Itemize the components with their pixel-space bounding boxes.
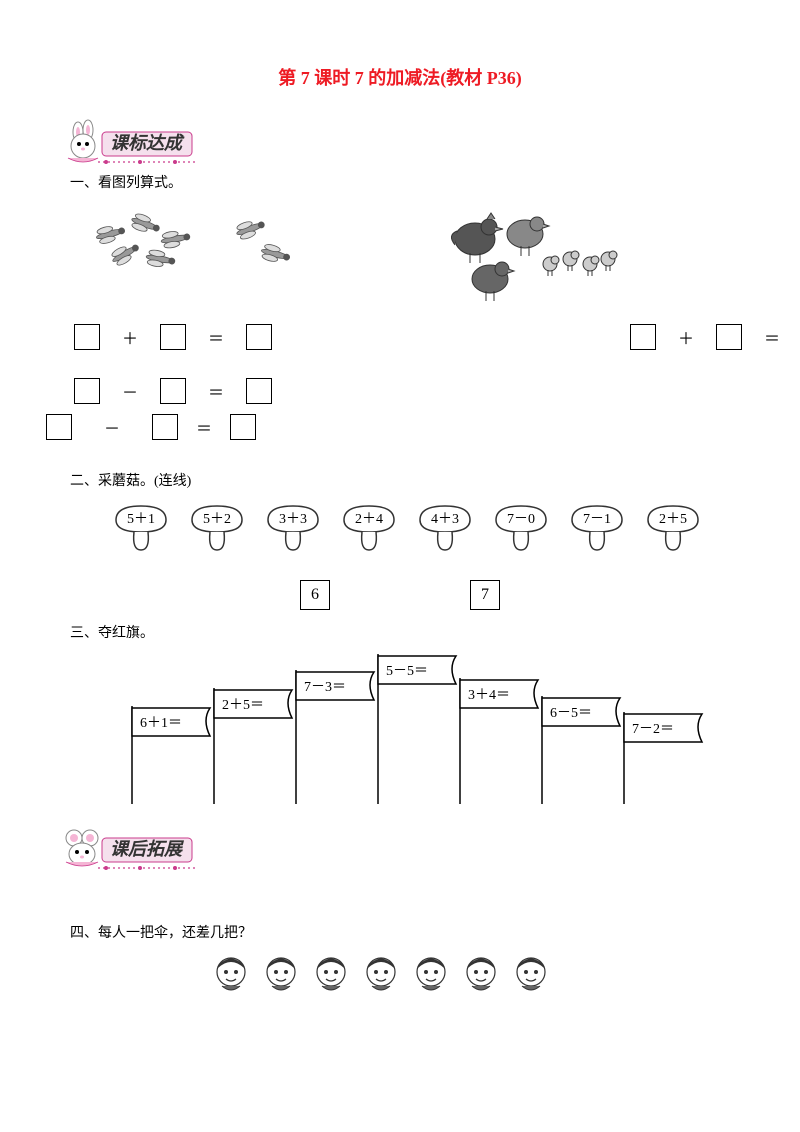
flags-area: 6＋1＝ 2＋5＝ 7－3＝ 5－5＝ 3＋4＝ 6－5＝ 7－2＝ <box>130 654 730 814</box>
flag: 3＋4＝ <box>460 678 538 804</box>
input-box[interactable] <box>160 378 186 404</box>
input-box[interactable] <box>246 324 272 350</box>
mushroom: 2＋4 <box>338 502 400 560</box>
input-box[interactable] <box>630 324 656 350</box>
equals-op: ＝ <box>208 379 224 403</box>
people-row <box>210 954 730 996</box>
plus-op: ＋ <box>678 325 694 349</box>
q4-label: 四、每人一把伞，还差几把？ <box>70 922 730 942</box>
input-box[interactable] <box>160 324 186 350</box>
equals-op: ＝ <box>196 415 212 439</box>
q1-label: 一、看图列算式。 <box>70 172 730 192</box>
svg-text:7－0: 7－0 <box>507 512 535 527</box>
minus-op: － <box>122 379 138 403</box>
flag: 5－5＝ <box>378 654 456 804</box>
plus-op: ＋ <box>122 325 138 349</box>
input-box[interactable] <box>716 324 742 350</box>
mushroom: 5＋2 <box>186 502 248 560</box>
person-head-icon <box>410 954 452 996</box>
bunny-icon <box>68 120 98 162</box>
person-head-icon <box>210 954 252 996</box>
minus-op: － <box>104 415 120 439</box>
eq-row-1: ＋ ＝ ＋ ＝ <box>70 324 730 350</box>
mushroom: 2＋5 <box>642 502 704 560</box>
mushroom: 7－0 <box>490 502 552 560</box>
mushrooms-row: 5＋1 5＋2 3＋3 2＋4 4＋3 7－0 7－1 2＋5 <box>110 502 730 560</box>
input-box[interactable] <box>246 378 272 404</box>
input-box[interactable] <box>46 414 72 440</box>
flag: 2＋5＝ <box>214 688 292 804</box>
person-head-icon <box>460 954 502 996</box>
person-head-icon <box>260 954 302 996</box>
svg-text:7－1: 7－1 <box>583 512 611 527</box>
flag: 7－2＝ <box>624 712 702 804</box>
svg-text:6＋1＝: 6＋1＝ <box>140 716 182 731</box>
svg-text:6－5＝: 6－5＝ <box>550 706 592 721</box>
input-box[interactable] <box>230 414 256 440</box>
svg-text:5＋2: 5＋2 <box>203 512 231 527</box>
mushroom: 7－1 <box>566 502 628 560</box>
flag: 7－3＝ <box>296 670 374 804</box>
equals-op: ＝ <box>208 325 224 349</box>
badge-extension: 课后拓展 <box>60 824 730 872</box>
svg-text:3＋4＝: 3＋4＝ <box>468 688 510 703</box>
person-head-icon <box>510 954 552 996</box>
targets-row: 6 7 <box>300 580 730 610</box>
equals-op: ＝ <box>764 325 780 349</box>
svg-text:2＋4: 2＋4 <box>355 512 383 527</box>
eq-row-2: － ＝ <box>70 378 730 404</box>
svg-text:课标达成: 课标达成 <box>110 133 185 153</box>
svg-text:3＋3: 3＋3 <box>279 512 307 527</box>
mushroom: 3＋3 <box>262 502 324 560</box>
svg-text:2＋5＝: 2＋5＝ <box>222 698 264 713</box>
mushroom: 5＋1 <box>110 502 172 560</box>
mouse-icon <box>66 830 98 866</box>
eq-row-3: － ＝ <box>42 414 730 440</box>
flag: 6－5＝ <box>542 696 620 804</box>
person-head-icon <box>310 954 352 996</box>
mushroom: 4＋3 <box>414 502 476 560</box>
page-title: 第 7 课时 7 的加减法(教材 P36) <box>70 64 730 90</box>
input-box[interactable] <box>152 414 178 440</box>
input-box[interactable] <box>74 378 100 404</box>
badge-goals: 课标达成 <box>60 118 730 166</box>
target-6: 6 <box>300 580 330 610</box>
q2-label: 二、采蘑菇。(连线) <box>70 470 730 490</box>
svg-text:5＋1: 5＋1 <box>127 512 155 527</box>
svg-text:7－2＝: 7－2＝ <box>632 722 674 737</box>
input-box[interactable] <box>74 324 100 350</box>
svg-text:5－5＝: 5－5＝ <box>386 664 428 679</box>
person-head-icon <box>360 954 402 996</box>
q3-label: 三、夺红旗。 <box>70 622 730 642</box>
dragonflies-image <box>90 204 310 294</box>
flag: 6＋1＝ <box>132 706 210 804</box>
target-7: 7 <box>470 580 500 610</box>
svg-text:4＋3: 4＋3 <box>431 512 459 527</box>
svg-text:2＋5: 2＋5 <box>659 512 687 527</box>
svg-text:7－3＝: 7－3＝ <box>304 680 346 695</box>
chickens-image <box>450 204 630 304</box>
svg-text:课后拓展: 课后拓展 <box>110 839 185 859</box>
